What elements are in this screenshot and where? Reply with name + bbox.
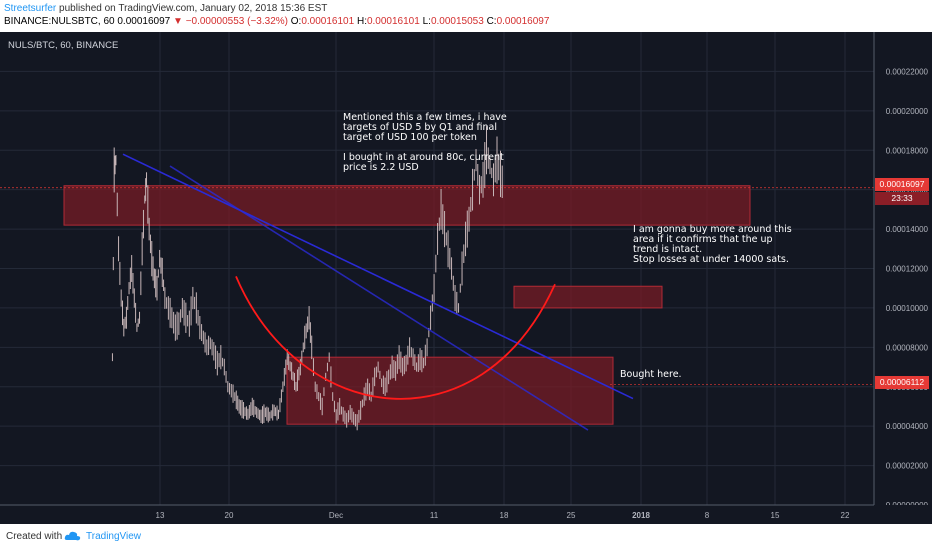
- annotation-bought-here: Bought here.: [620, 369, 682, 380]
- support-zones: [0, 185, 874, 425]
- x-tick-label: 2018: [632, 511, 650, 520]
- chart-header: Streetsurfer published on TradingView.co…: [0, 0, 932, 30]
- price-zone: [513, 285, 663, 309]
- x-tick-label: 25: [567, 511, 576, 520]
- countdown-tag: 23:33: [875, 192, 929, 205]
- created-with-label: Created with: [6, 531, 63, 542]
- open-value: 0.00016101: [301, 16, 355, 27]
- x-tick-label: 8: [705, 511, 710, 520]
- marked-price-tag: 0.00006112: [875, 376, 929, 389]
- annotation-buy-more: I am gonna buy more around this area if …: [633, 224, 792, 265]
- y-tick-label: 0.00002000: [886, 462, 929, 471]
- last-price: 0.00016097: [117, 16, 171, 27]
- x-tick-label: 22: [841, 511, 850, 520]
- published-text: published on TradingView.com, January 02…: [59, 3, 328, 14]
- chart-title: NULS/BTC, 60, BINANCE: [8, 40, 118, 51]
- current-price-tag: 0.00016097: [875, 178, 929, 191]
- tradingview-brand-link[interactable]: TradingView: [86, 531, 142, 542]
- x-tick-label: 15: [771, 511, 780, 520]
- y-tick-label: 0.00010000: [886, 304, 929, 313]
- y-tick-label: 0.00022000: [886, 67, 929, 76]
- price-change: −0.00000553 (−3.32%): [185, 16, 288, 27]
- price-zone: [63, 185, 751, 226]
- footer: Created with TradingView: [0, 524, 932, 550]
- y-tick-label: 0.00012000: [886, 265, 929, 274]
- low-value: 0.00015053: [430, 16, 484, 27]
- price-chart[interactable]: 0.000000000.000020000.000040000.00006000…: [0, 32, 932, 524]
- close-value: 0.00016097: [496, 16, 550, 27]
- x-tick-label: 13: [156, 511, 165, 520]
- open-label: O:: [290, 16, 302, 27]
- publish-info: Streetsurfer published on TradingView.co…: [4, 3, 327, 14]
- rounding-bottom-curve: [235, 276, 556, 400]
- x-tick-label: Dec: [329, 511, 343, 520]
- low-label: L:: [422, 16, 431, 27]
- x-tick-label: 18: [500, 511, 509, 520]
- y-tick-label: 0.00008000: [886, 343, 929, 352]
- downtrend-line-lower: [169, 165, 589, 431]
- high-value: 0.00016101: [366, 16, 420, 27]
- downtrend-line-upper: [122, 153, 634, 400]
- price-series: [111, 126, 503, 431]
- high-label: H:: [356, 16, 367, 27]
- tradingview-cloud-icon: [64, 531, 81, 541]
- chart-drawings: [122, 153, 634, 431]
- y-tick-label: 0.00020000: [886, 107, 929, 116]
- annotation-targets: Mentioned this a few times, i have targe…: [343, 112, 507, 173]
- ohlc-line: BINANCE:NULSBTC, 60 0.00016097 ▼ −0.0000…: [4, 16, 549, 27]
- axis-corner: [874, 505, 932, 524]
- y-tick-label: 0.00004000: [886, 422, 929, 431]
- symbol-label: BINANCE:NULSBTC, 60: [4, 16, 115, 27]
- author-link[interactable]: Streetsurfer: [4, 3, 57, 14]
- y-tick-label: 0.00018000: [886, 146, 929, 155]
- change-arrow-icon: ▼: [173, 16, 183, 27]
- x-tick-label: 11: [430, 511, 439, 520]
- time-axis[interactable]: 13 20 Dec 11 18 25 2018 8 15 22: [0, 504, 932, 524]
- y-tick-label: 0.00014000: [886, 225, 929, 234]
- x-tick-label: 20: [225, 511, 234, 520]
- close-label: C:: [486, 16, 497, 27]
- price-axis[interactable]: 0.000000000.000020000.000040000.00006000…: [873, 32, 929, 510]
- grid-lines: [0, 32, 874, 506]
